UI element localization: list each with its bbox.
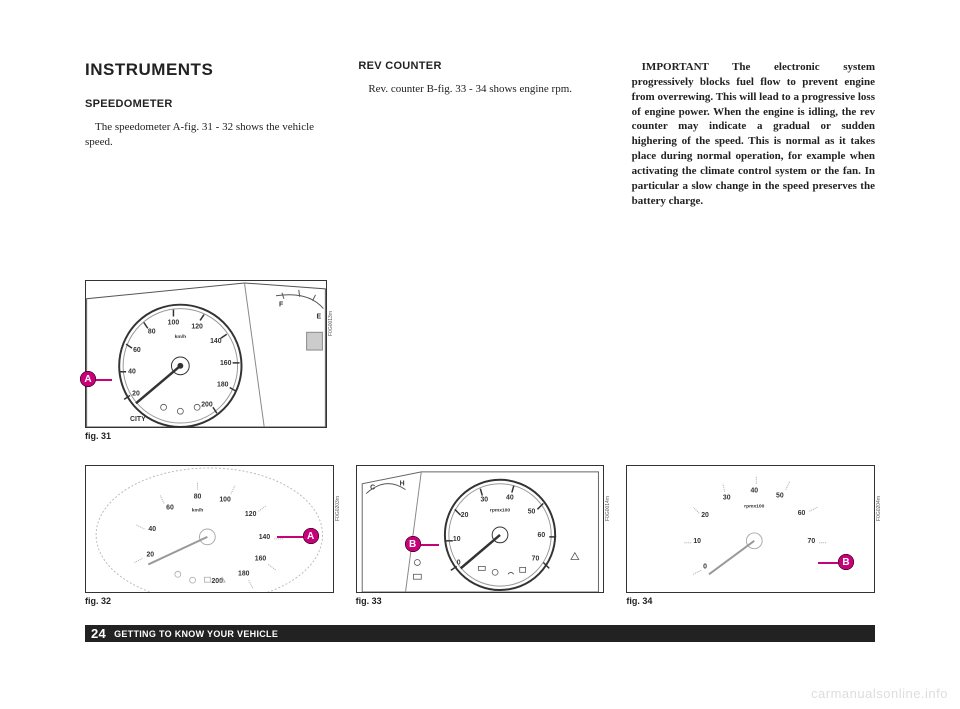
fig33-caption: fig. 33 — [356, 596, 605, 606]
svg-text:120: 120 — [245, 511, 257, 518]
marker-a-fig31: A — [80, 371, 96, 387]
speedometer-heading: SPEEDOMETER — [85, 98, 328, 110]
page-heading: INSTRUMENTS — [85, 60, 328, 80]
figure-34: 0 10 20 30 40 50 60 70 rpmx100 — [626, 465, 875, 593]
svg-text:60: 60 — [166, 504, 174, 511]
figure-31-block: 20 40 60 80 100 120 140 160 180 200 km/h — [85, 280, 327, 441]
svg-text:20: 20 — [146, 552, 154, 559]
svg-text:40: 40 — [506, 494, 514, 501]
svg-text:120: 120 — [191, 323, 203, 330]
svg-text:70: 70 — [531, 556, 539, 563]
svg-text:60: 60 — [537, 532, 545, 539]
svg-text:20: 20 — [702, 512, 710, 519]
svg-text:180: 180 — [238, 570, 250, 577]
marker-line-a2 — [277, 536, 305, 538]
svg-text:200: 200 — [201, 401, 213, 408]
manual-page: INSTRUMENTS SPEEDOMETER The speedometer … — [85, 60, 875, 650]
svg-text:140: 140 — [259, 534, 271, 541]
page-footer: 24 GETTING TO KNOW YOUR VEHICLE — [85, 625, 875, 642]
svg-text:180: 180 — [217, 382, 229, 389]
svg-text:80: 80 — [148, 328, 156, 335]
svg-text:CITY: CITY — [130, 416, 146, 423]
section-label: GETTING TO KNOW YOUR VEHICLE — [114, 629, 278, 639]
figure-32: 20 40 60 80 100 120 140 160 180 200 km/h — [85, 465, 334, 593]
figure-row: 20 40 60 80 100 120 140 160 180 200 km/h — [85, 465, 875, 606]
svg-text:60: 60 — [798, 510, 806, 517]
svg-text:30: 30 — [480, 496, 488, 503]
figure-31: 20 40 60 80 100 120 140 160 180 200 km/h — [85, 280, 327, 428]
important-text: IMPORTANT The electronic system progress… — [632, 60, 875, 208]
column-2: REV COUNTER Rev. counter B-fig. 33 - 34 … — [358, 60, 601, 208]
column-3: IMPORTANT The electronic system progress… — [632, 60, 875, 208]
svg-text:70: 70 — [808, 538, 816, 545]
svg-text:0: 0 — [703, 563, 707, 570]
figure-34-block: 0 10 20 30 40 50 60 70 rpmx100 — [626, 465, 875, 606]
svg-text:60: 60 — [133, 347, 141, 354]
revcounter-text: Rev. counter B-fig. 33 - 34 shows engine… — [358, 82, 601, 97]
fig34-caption: fig. 34 — [626, 596, 875, 606]
svg-text:40: 40 — [751, 488, 759, 495]
fig34-side: F0G0204m — [876, 496, 882, 521]
text-columns: INSTRUMENTS SPEEDOMETER The speedometer … — [85, 60, 875, 208]
fig32-side: F0G0203m — [335, 496, 341, 521]
svg-text:100: 100 — [219, 496, 231, 503]
revcounter-heading: REV COUNTER — [358, 60, 601, 72]
marker-b-fig34: B — [838, 554, 854, 570]
svg-text:km/h: km/h — [192, 507, 204, 513]
svg-text:80: 80 — [194, 493, 202, 500]
fig32-caption: fig. 32 — [85, 596, 334, 606]
svg-text:140: 140 — [210, 338, 222, 345]
svg-text:50: 50 — [776, 493, 784, 500]
svg-text:rpmx100: rpmx100 — [744, 503, 765, 509]
svg-text:rpmx100: rpmx100 — [490, 507, 511, 513]
svg-text:160: 160 — [220, 360, 232, 367]
marker-b-fig33: B — [405, 536, 421, 552]
svg-text:10: 10 — [453, 536, 461, 543]
fig33-side: F0G0014m — [605, 496, 611, 521]
svg-text:F: F — [279, 302, 283, 309]
svg-text:20: 20 — [132, 390, 140, 397]
figure-32-block: 20 40 60 80 100 120 140 160 180 200 km/h — [85, 465, 334, 606]
fig31-side: F0G0013m — [328, 311, 334, 336]
page-number: 24 — [91, 626, 106, 641]
column-1: INSTRUMENTS SPEEDOMETER The speedometer … — [85, 60, 328, 208]
svg-text:100: 100 — [168, 319, 180, 326]
svg-text:20: 20 — [460, 512, 468, 519]
figure-33: C H 0 10 20 30 40 50 60 70 — [356, 465, 605, 593]
svg-text:E: E — [316, 313, 321, 320]
watermark: carmanualsonline.info — [811, 686, 948, 701]
marker-a-fig32: A — [303, 528, 319, 544]
figure-33-block: C H 0 10 20 30 40 50 60 70 — [356, 465, 605, 606]
svg-text:160: 160 — [255, 556, 267, 563]
svg-text:0: 0 — [456, 559, 460, 566]
svg-text:30: 30 — [723, 494, 731, 501]
svg-text:40: 40 — [148, 526, 156, 533]
svg-text:km/h: km/h — [175, 334, 187, 340]
marker-line-b2 — [818, 562, 840, 564]
svg-text:40: 40 — [128, 369, 136, 376]
speedometer-text: The speedometer A-fig. 31 - 32 shows the… — [85, 120, 328, 150]
svg-text:10: 10 — [694, 538, 702, 545]
svg-text:50: 50 — [527, 508, 535, 515]
fig31-caption: fig. 31 — [85, 431, 327, 441]
